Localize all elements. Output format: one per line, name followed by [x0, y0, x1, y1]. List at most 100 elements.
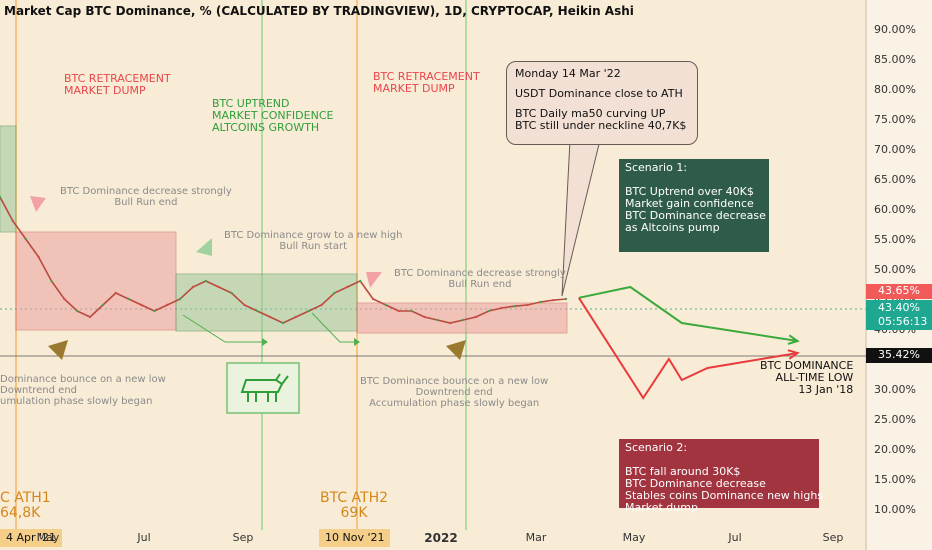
zone-red-1 [15, 231, 177, 331]
series-point [371, 297, 375, 301]
series-point [127, 297, 130, 301]
series-point [24, 237, 27, 241]
y-tick-label: 50.00% [874, 263, 916, 276]
chart-title: Market Cap BTC Dominance, % (CALCULATED … [4, 4, 634, 18]
arrow-brown-2 [446, 340, 466, 360]
series-point [281, 321, 285, 325]
y-tick-label: 60.00% [874, 203, 916, 216]
series-point [101, 303, 105, 307]
x-tick-label: Sep [232, 531, 254, 544]
series-point [268, 315, 272, 319]
badge-last-bg [866, 300, 932, 330]
series-point [513, 305, 516, 308]
scenario-1-box: Scenario 1: BTC Uptrend over 40K$ Market… [619, 159, 769, 252]
series-point [474, 315, 478, 319]
series-point [0, 195, 2, 199]
scenario-arrowhead-1 [787, 334, 800, 345]
arrowhead-green-1 [262, 338, 268, 346]
y-tick-label: 10.00% [874, 503, 916, 516]
series-point [358, 279, 362, 283]
series-point [294, 315, 298, 319]
scenario-1-title: Scenario 1: [625, 161, 688, 174]
scenario-1-text: BTC Uptrend over 40K$ Market gain confid… [625, 185, 766, 234]
arrow-pink-2 [366, 272, 382, 288]
series-point [191, 285, 195, 289]
series-point [75, 309, 79, 313]
scenario-2-text: BTC fall around 30K$ BTC Dominance decre… [625, 465, 824, 514]
series-point [436, 318, 439, 322]
annotation-ath-1: C ATH1 64,8K [0, 490, 51, 521]
arrow-brown-1 [48, 340, 68, 360]
zone-green-left [0, 125, 17, 233]
y-tick-label: 25.00% [874, 413, 916, 426]
badge-last: 43.40% [878, 301, 920, 314]
x-tick-highlight: 4 Apr '21 [0, 529, 63, 547]
series-point [449, 321, 452, 325]
scenario-path-1 [578, 285, 798, 342]
callout-line-3: BTC still under neckline 40,7K$ [515, 119, 687, 132]
arrow-pink-1 [30, 196, 46, 212]
x-tick-label: Jul [728, 531, 742, 544]
annotation-decrease-1: BTC Dominance decrease strongly Bull Run… [60, 186, 232, 208]
x-tick-label: Jul [137, 531, 151, 544]
x-tick-highlight: 10 Nov '21 [319, 529, 391, 547]
series-point [50, 279, 53, 283]
series-point [539, 300, 542, 304]
annotation-bounce-2: BTC Dominance bounce on a new low Downtr… [360, 376, 549, 409]
all-time-low-label: BTC DOMINANCE ALL-TIME LOW 13 Jan '18 [760, 360, 853, 396]
scenario-2-title: Scenario 2: [625, 441, 688, 454]
series-point [307, 309, 310, 313]
series-point [204, 279, 208, 283]
y-tick-label: 15.00% [874, 473, 916, 486]
zone-red-2 [356, 302, 568, 334]
badge-current: 43.65% [878, 284, 920, 297]
y-tick-label: 65.00% [874, 173, 916, 186]
series-point [37, 255, 40, 259]
series-point [397, 309, 400, 313]
x-tick-label: Sep [822, 531, 844, 544]
series-point [461, 318, 465, 322]
annotation-bounce-1: Dominance bounce on a new low Downtrend … [0, 374, 166, 407]
y-tick-label: 20.00% [874, 443, 916, 456]
scenario-group [578, 285, 800, 400]
callout-line-2: BTC Daily ma50 curving UP [515, 107, 666, 120]
arrowhead-green-2 [354, 338, 360, 346]
series-point [500, 306, 503, 310]
badge-countdown: 05:56:13 [878, 315, 928, 328]
callout-bubble: Monday 14 Mar '22 USDT Dominance close t… [506, 61, 698, 145]
series-point [526, 303, 529, 307]
y-tick-label: 85.00% [874, 53, 916, 66]
annotation-ath-2: BTC ATH2 69K [320, 490, 389, 521]
y-axis-background [866, 0, 932, 550]
x-tick-label: Mar [525, 531, 547, 544]
series-point [230, 291, 233, 295]
series-point [410, 309, 413, 313]
series-point [384, 303, 388, 307]
annotation-grow: BTC Dominance grow to a new high Bull Ru… [224, 230, 403, 252]
x-tick-label: May [622, 531, 646, 544]
y-tick-label: 80.00% [874, 83, 916, 96]
bull-icon-box [226, 362, 300, 414]
badge-all-time-low: 35.42% [878, 348, 920, 361]
atl-line-3: 13 Jan '18 [798, 383, 854, 396]
callout-line-1: USDT Dominance close to ATH [515, 87, 683, 100]
series-point [320, 303, 323, 307]
series-point [243, 303, 246, 307]
series-point [217, 285, 220, 289]
y-tick-label: 70.00% [874, 143, 916, 156]
x-tick-label: May [36, 531, 60, 544]
series-point [153, 309, 156, 313]
series-point [256, 309, 259, 313]
atl-line-2: ALL-TIME LOW [775, 371, 854, 384]
arrow-green-2 [311, 312, 354, 343]
scenario-arrowhead-2 [787, 349, 800, 360]
scenario-2-box: Scenario 2: BTC fall around 30K$ BTC Dom… [619, 439, 823, 514]
series-point [11, 219, 15, 223]
annotation-uptrend: BTC UPTREND MARKET CONFIDENCE ALTCOINS G… [212, 97, 334, 134]
bull-icon [240, 373, 289, 402]
annotation-decrease-2: BTC Dominance decrease strongly Bull Run… [394, 268, 566, 290]
series-point [140, 303, 143, 307]
atl-line-1: BTC DOMINANCE [760, 359, 854, 372]
series-point [333, 291, 336, 295]
